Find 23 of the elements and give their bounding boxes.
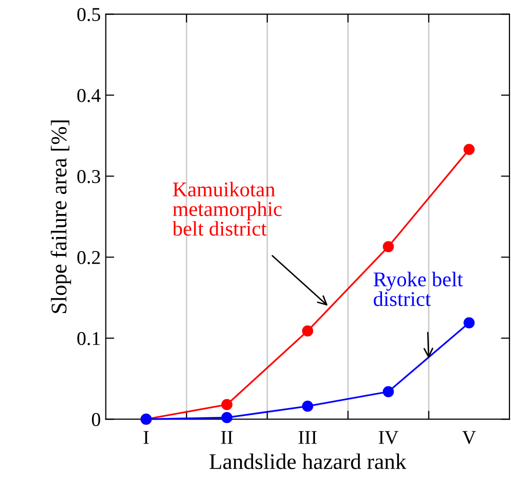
point (302, 325, 314, 336)
x-tick-label: V (462, 431, 476, 444)
point (382, 386, 394, 398)
y-tick-label: 0.3 (77, 170, 100, 184)
y-tick-label: 0.5 (77, 8, 100, 22)
point (382, 241, 394, 252)
text: Kamuikotan metamorphic belt district (172, 182, 282, 236)
x-tick-label: IV (378, 431, 398, 444)
y-tick-label: 0.4 (77, 88, 101, 102)
x-tick-label: I (144, 431, 149, 444)
y-tick-label: 0.2 (77, 250, 100, 264)
point (302, 400, 314, 412)
y-axis-title: Slope failure area [%] (50, 120, 72, 313)
y-tick-label: 0 (92, 413, 100, 426)
point (464, 144, 475, 155)
y-tick-label: 0.1 (77, 332, 100, 346)
x-tick-label: III (298, 431, 317, 444)
x-axis-title: Landslide hazard rank (210, 453, 406, 470)
point (464, 317, 475, 328)
point (221, 412, 232, 424)
series-label: Ryoke belt district (374, 272, 463, 306)
point (221, 399, 232, 410)
x-tick-label: II (221, 431, 233, 444)
